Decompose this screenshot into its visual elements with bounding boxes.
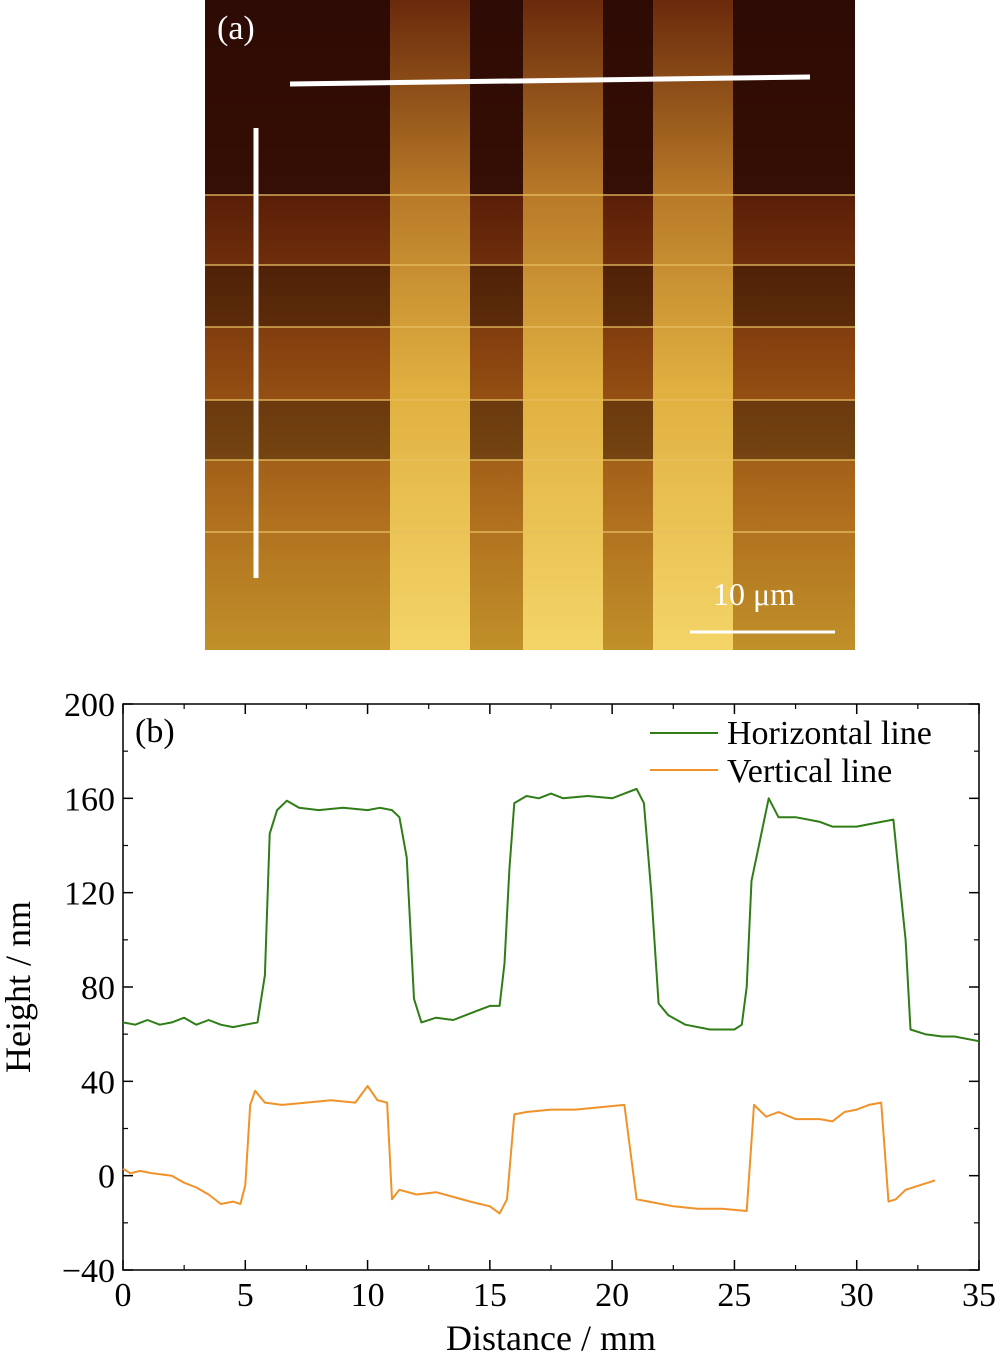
legend-label-horizontal: Horizontal line (727, 715, 932, 752)
afm-image-graphic (205, 0, 855, 650)
y-tick-label: 80 (81, 970, 115, 1007)
x-tick-label: 10 (351, 1277, 385, 1314)
legend: Horizontal line Vertical line (650, 715, 932, 790)
x-tick-label: 25 (717, 1277, 751, 1314)
panel-a-label: (a) (217, 10, 255, 47)
y-tick-label: 200 (64, 687, 115, 724)
panel-b-label: (b) (135, 713, 175, 750)
y-tick-label: 40 (81, 1064, 115, 1101)
y-tick-label: 160 (64, 781, 115, 818)
afm-image: (a) 10 μm (205, 0, 855, 650)
afm-band-edges (205, 194, 855, 533)
x-tick-label: 30 (840, 1277, 874, 1314)
scale-bar-label: 10 μm (713, 576, 796, 612)
x-axis-ticks: 0 5 10 15 20 25 30 35 (115, 704, 996, 1314)
y-tick-label: −40 (62, 1253, 115, 1290)
series-layer (122, 787, 980, 1215)
x-tick-label: 35 (962, 1277, 996, 1314)
y-tick-label: 120 (64, 876, 115, 913)
legend-label-vertical: Vertical line (727, 753, 892, 790)
y-axis-title: Height / nm (0, 901, 38, 1073)
x-axis-title: Distance / mm (446, 1318, 656, 1358)
x-tick-label: 0 (115, 1277, 132, 1314)
x-tick-label: 15 (473, 1277, 507, 1314)
afm-vertical-stripes (390, 0, 733, 650)
horizontal-scan-line (289, 74, 811, 87)
y-axis-ticks: −40 0 40 80 120 160 200 (62, 687, 979, 1290)
x-tick-label: 5 (237, 1277, 254, 1314)
x-tick-label: 20 (595, 1277, 629, 1314)
y-tick-label: 0 (98, 1159, 115, 1196)
series-vertical-line (122, 1085, 936, 1215)
series-horizontal-line (122, 787, 980, 1043)
